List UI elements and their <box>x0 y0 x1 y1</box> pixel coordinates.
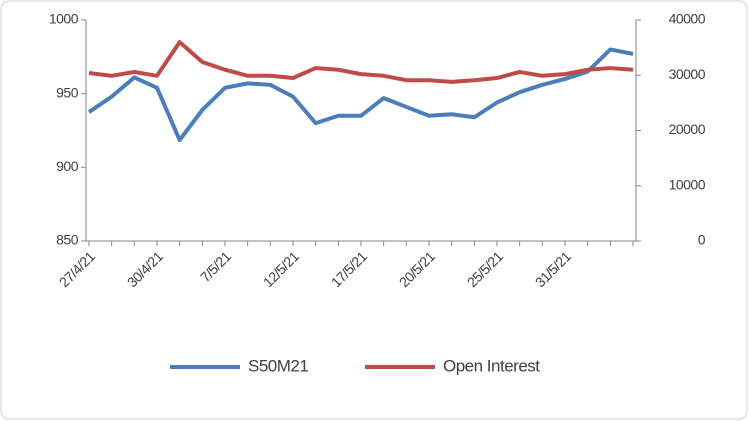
y2-tick-label: 0 <box>698 232 706 248</box>
y-tick-label: 1000 <box>49 11 79 27</box>
y2-tick-label: 40000 <box>669 11 706 27</box>
y-tick-label: 900 <box>56 158 79 174</box>
y-tick-label: 950 <box>56 84 79 100</box>
legend-label: Open Interest <box>443 356 540 375</box>
y2-tick-label: 20000 <box>669 121 706 137</box>
legend-label: S50M21 <box>248 356 308 375</box>
line-series <box>87 47 634 143</box>
line-series <box>88 40 634 84</box>
y-tick-label: 850 <box>56 232 79 248</box>
y2-tick-label: 30000 <box>669 66 706 82</box>
y2-tick-label: 10000 <box>669 176 706 192</box>
